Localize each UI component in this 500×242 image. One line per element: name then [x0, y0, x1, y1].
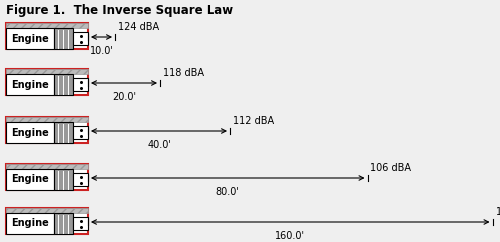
Bar — [6, 213, 54, 234]
Bar — [6, 164, 88, 190]
Bar — [73, 217, 88, 230]
Text: Engine: Engine — [11, 219, 49, 228]
Bar — [73, 173, 88, 186]
Bar — [54, 122, 73, 143]
Bar — [6, 117, 88, 122]
Bar — [73, 78, 88, 91]
Bar — [6, 208, 88, 213]
Bar — [6, 69, 88, 95]
Text: 124 dBA: 124 dBA — [118, 22, 159, 32]
Bar — [6, 169, 54, 190]
Text: 100 dBA: 100 dBA — [496, 207, 500, 217]
Text: 20.0': 20.0' — [112, 92, 136, 102]
Text: 80.0': 80.0' — [216, 187, 240, 197]
Text: 160.0': 160.0' — [275, 231, 305, 241]
Text: 106 dBA: 106 dBA — [370, 163, 412, 173]
Text: Engine: Engine — [11, 33, 49, 44]
Bar — [6, 23, 88, 28]
Text: 40.0': 40.0' — [147, 140, 171, 150]
Text: Figure 1.  The Inverse Square Law: Figure 1. The Inverse Square Law — [6, 4, 233, 17]
Text: Engine: Engine — [11, 80, 49, 90]
Bar — [6, 28, 54, 49]
Bar — [6, 117, 88, 143]
Bar — [73, 126, 88, 139]
Bar — [54, 28, 73, 49]
Bar — [6, 74, 54, 95]
Bar — [6, 23, 88, 49]
Bar — [6, 208, 88, 234]
Bar — [54, 169, 73, 190]
Bar — [73, 32, 88, 45]
Bar — [54, 213, 73, 234]
Bar — [6, 122, 54, 143]
Bar — [54, 74, 73, 95]
Text: 10.0': 10.0' — [90, 46, 114, 56]
Text: 118 dBA: 118 dBA — [163, 68, 204, 78]
Text: Engine: Engine — [11, 128, 49, 137]
Bar — [6, 69, 88, 74]
Bar — [6, 164, 88, 169]
Text: 112 dBA: 112 dBA — [233, 116, 274, 126]
Text: Engine: Engine — [11, 174, 49, 184]
